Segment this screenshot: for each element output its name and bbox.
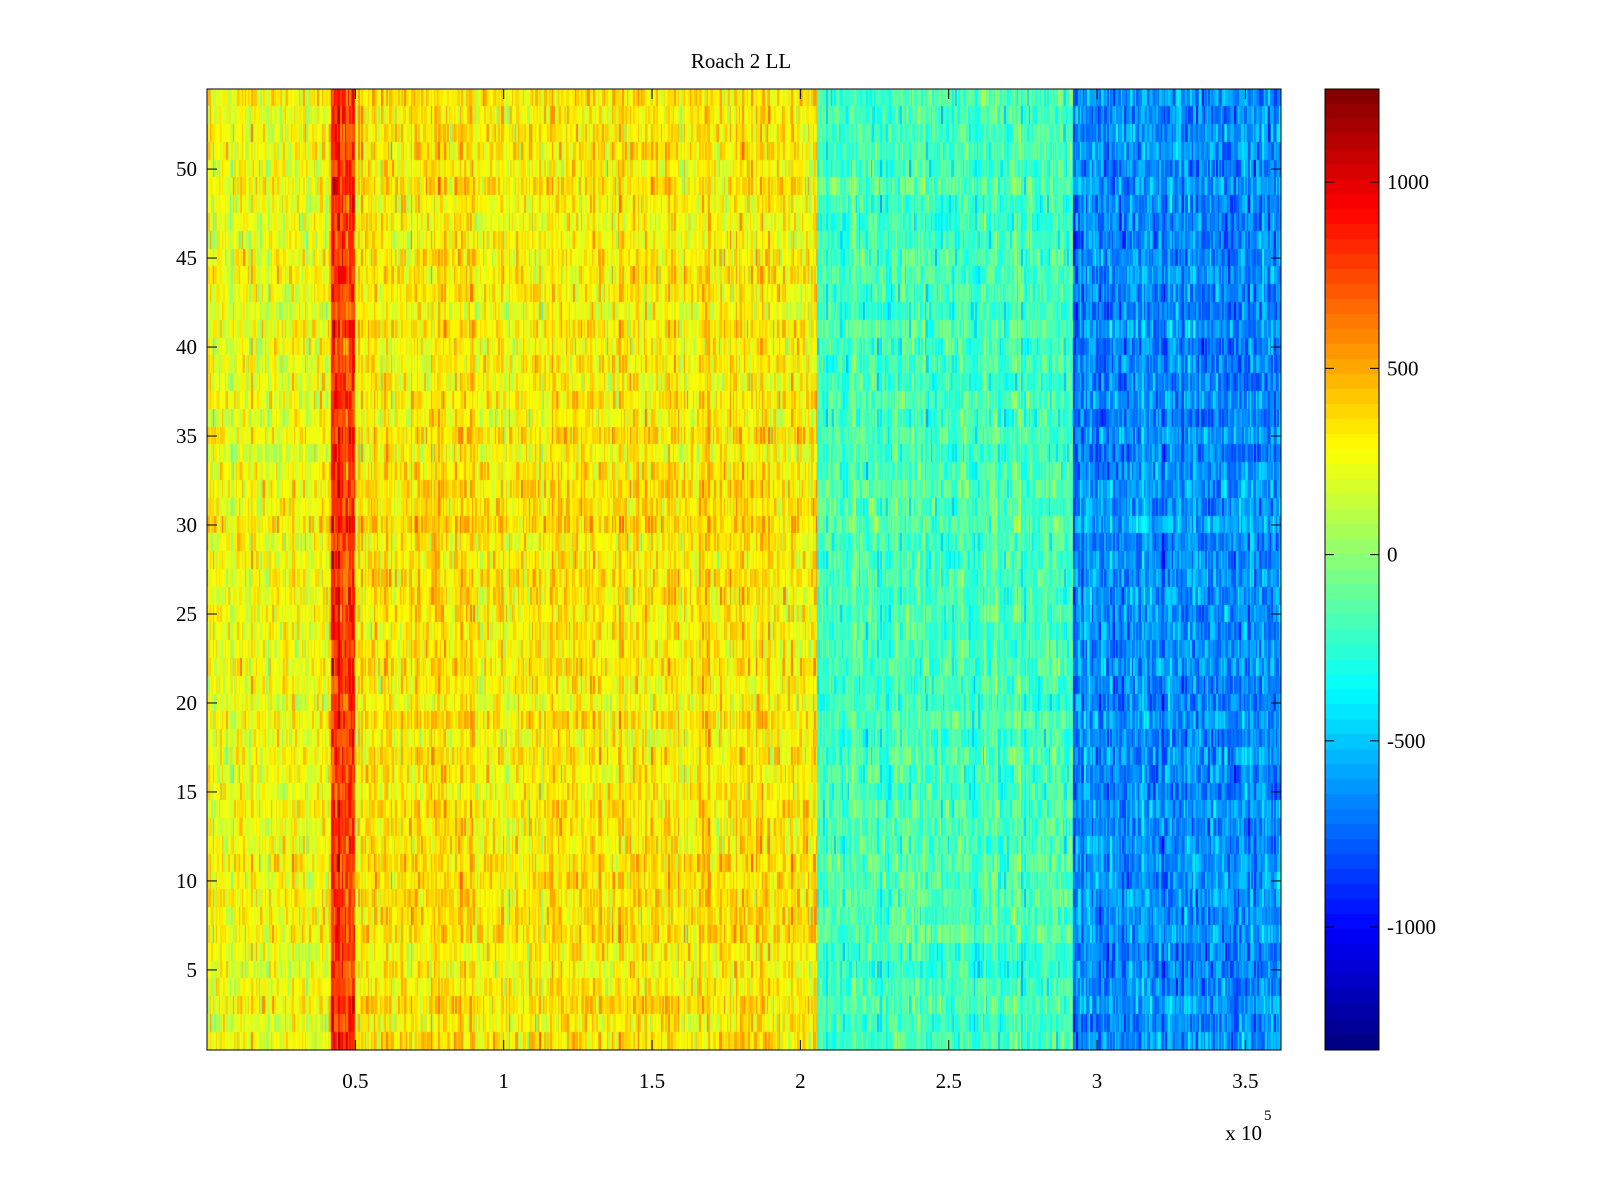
y-tick-label: 45 bbox=[176, 246, 197, 270]
x-tick-label: 2.5 bbox=[936, 1069, 962, 1093]
x-tick-label: 1 bbox=[498, 1069, 509, 1093]
y-tick-label: 30 bbox=[176, 513, 197, 537]
x-tick-label: 1.5 bbox=[639, 1069, 665, 1093]
x-tick-label: 0.5 bbox=[342, 1069, 368, 1093]
colorbar-ticks: 1000 500 0 -500 -1000 bbox=[1325, 170, 1436, 939]
y-tick-label: 20 bbox=[176, 691, 197, 715]
x-multiplier-base: x 10 bbox=[1225, 1121, 1262, 1145]
colorbar-tick-label: -500 bbox=[1387, 729, 1426, 753]
colorbar-canvas bbox=[1325, 89, 1379, 1050]
heatmap-image bbox=[207, 89, 1281, 1050]
x-tick-label: 3 bbox=[1092, 1069, 1103, 1093]
y-tick-label: 15 bbox=[176, 780, 197, 804]
colorbar-tick-label: 1000 bbox=[1387, 170, 1429, 194]
y-tick-label: 40 bbox=[176, 335, 197, 359]
y-tick-label: 50 bbox=[176, 157, 197, 181]
y-tick-label: 25 bbox=[176, 602, 197, 626]
x-tick-label: 3.5 bbox=[1232, 1069, 1258, 1093]
plot-frame bbox=[206, 88, 1282, 1051]
x-axis-ticks: 0.5 1 1.5 2 2.5 3 3.5 bbox=[342, 89, 1259, 1093]
colorbar: 1000 500 0 -500 -1000 bbox=[1324, 88, 1436, 1051]
y-tick-label: 35 bbox=[176, 424, 197, 448]
x-tick-label: 2 bbox=[795, 1069, 806, 1093]
colorbar-tick-label: -1000 bbox=[1387, 915, 1436, 939]
chart-title: Roach 2 LL bbox=[691, 49, 791, 73]
heatmap-canvas bbox=[207, 89, 1281, 1050]
colorbar-tick-label: 500 bbox=[1387, 356, 1419, 380]
x-multiplier-exponent: 5 bbox=[1264, 1108, 1272, 1124]
colorbar-frame bbox=[1324, 88, 1380, 1051]
y-axis-ticks: 5 10 15 20 25 30 35 40 45 50 bbox=[176, 157, 1281, 982]
colorbar-tick-label: 0 bbox=[1387, 543, 1398, 567]
y-tick-label: 10 bbox=[176, 869, 197, 893]
y-tick-label: 5 bbox=[187, 958, 198, 982]
